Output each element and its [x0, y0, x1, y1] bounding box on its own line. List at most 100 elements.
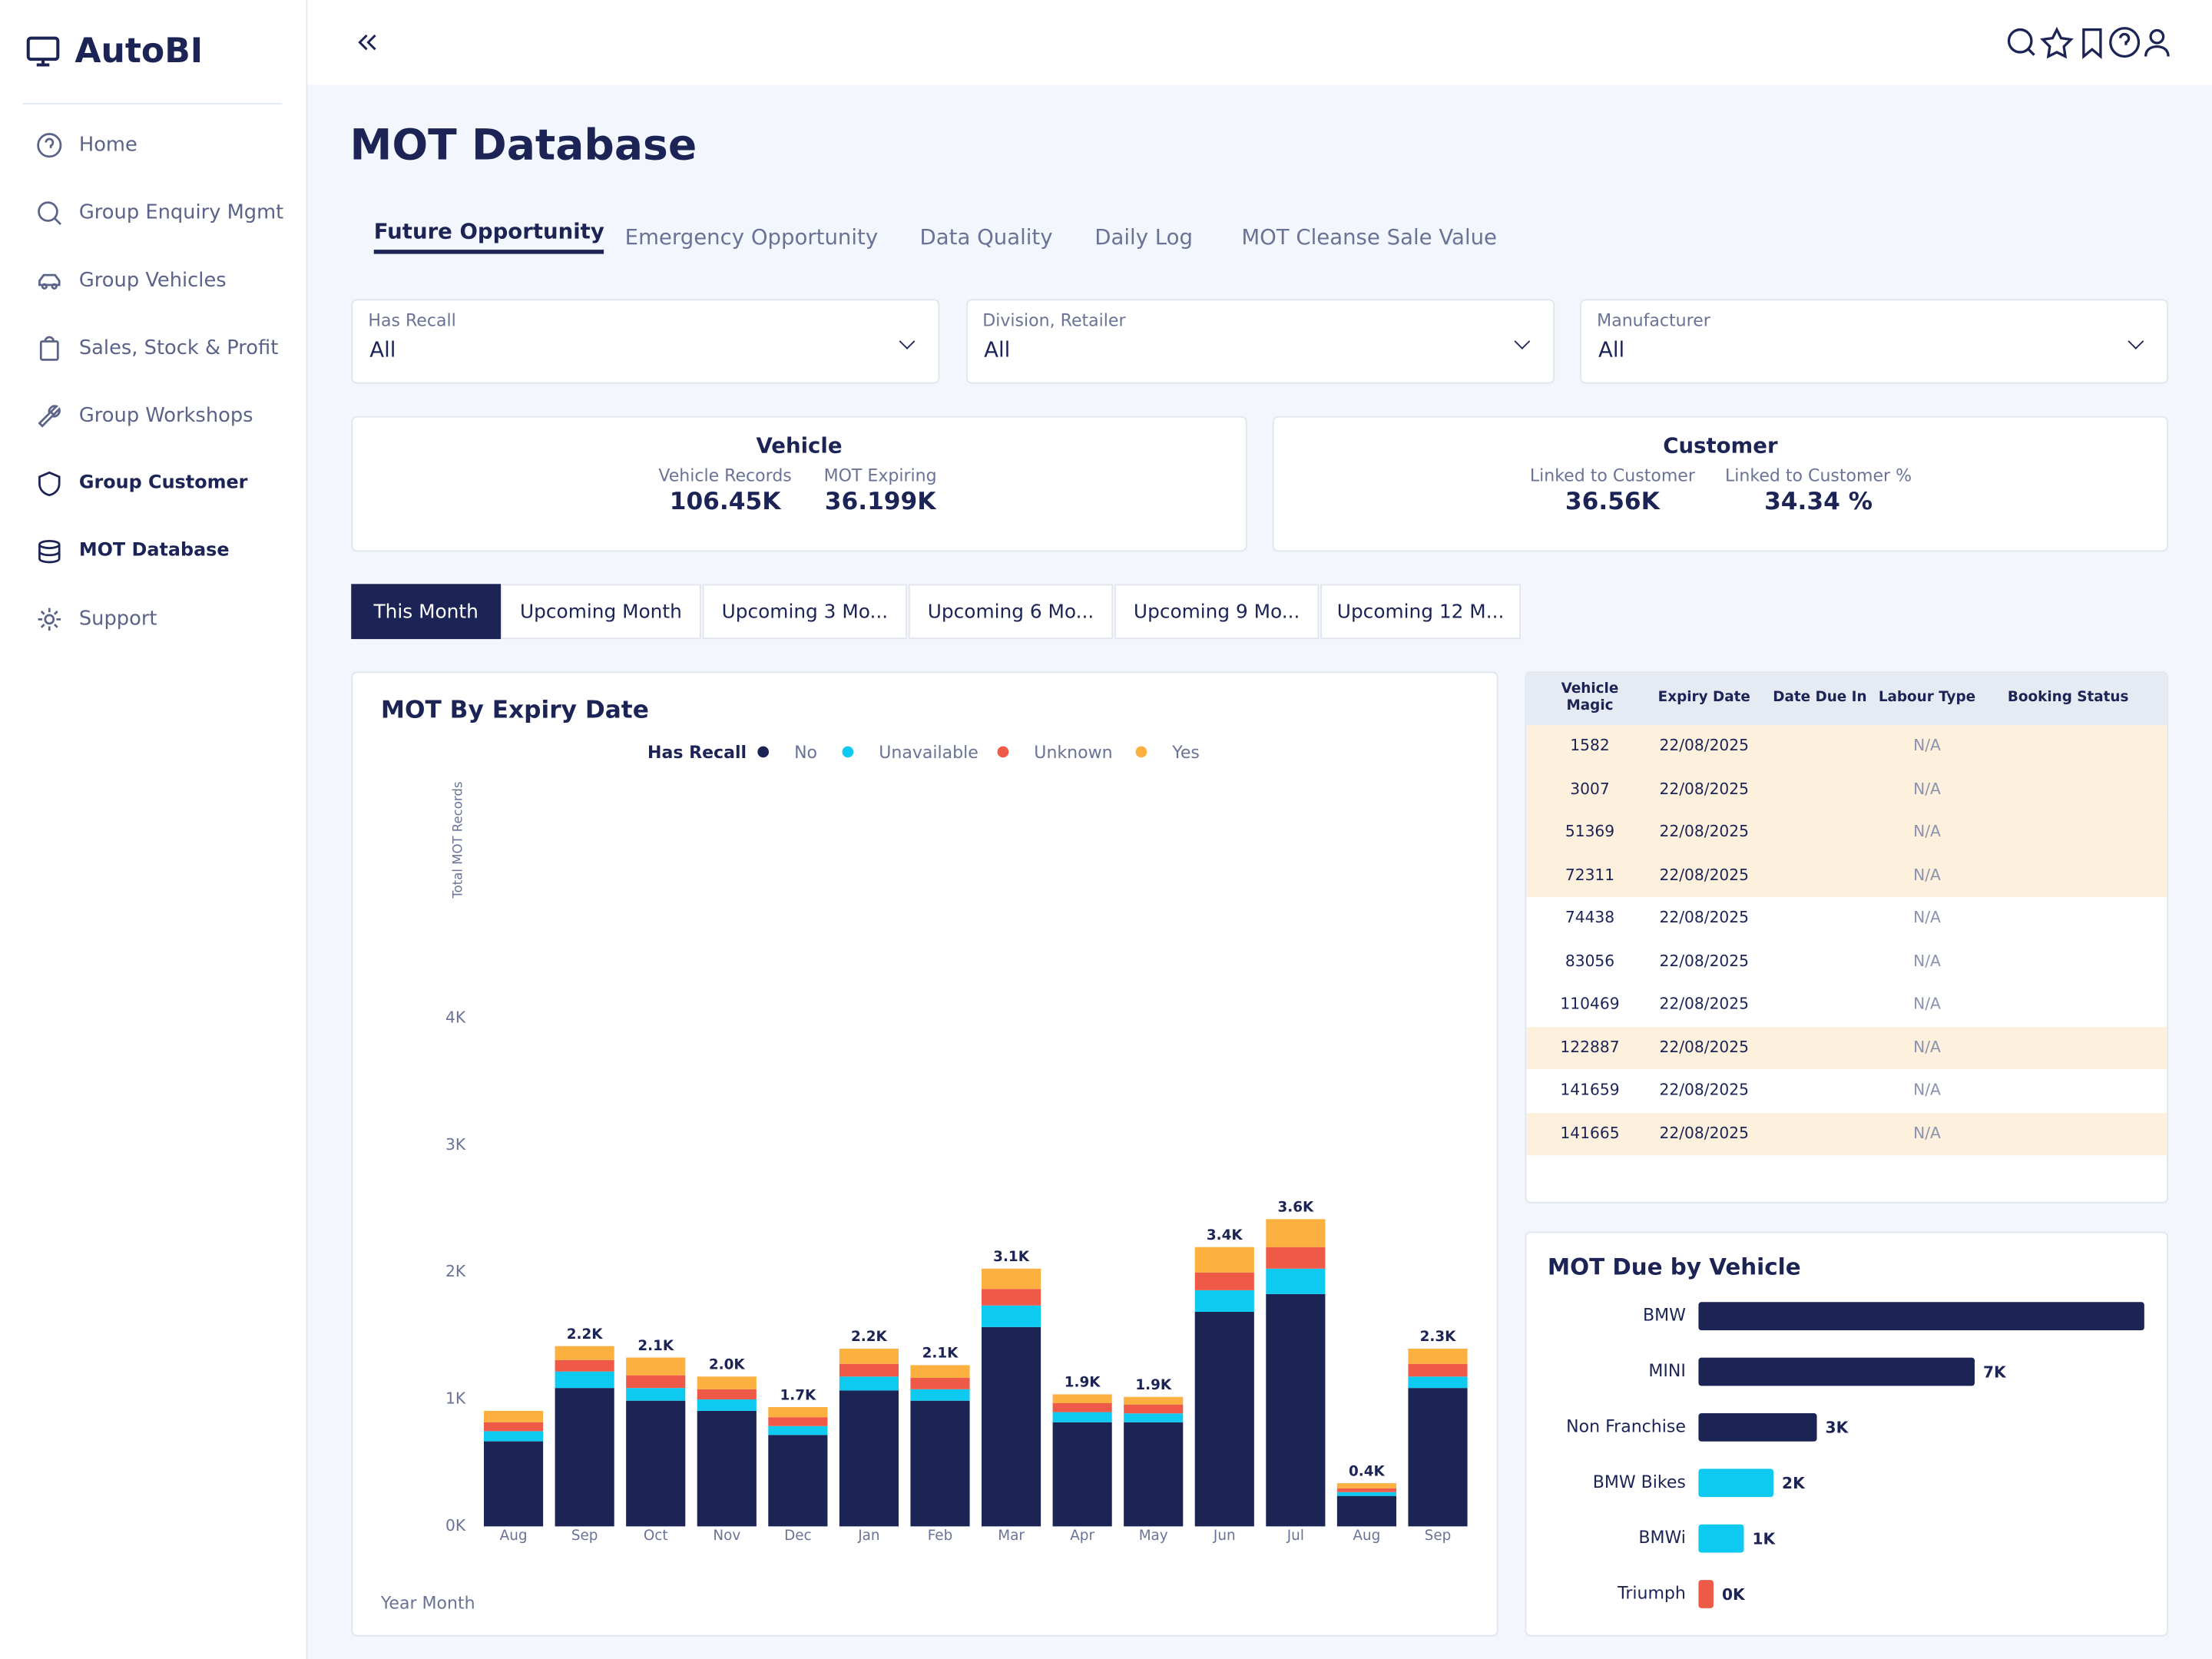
- nav-item[interactable]: Support: [78, 608, 157, 631]
- table-cell: 122887: [1560, 1037, 1620, 1056]
- x-axis-label: Year Month: [380, 1594, 475, 1613]
- bar-segment: [697, 1376, 757, 1389]
- period-button[interactable]: Upcoming Month: [501, 584, 701, 640]
- table-header: Booking Status: [2007, 690, 2129, 706]
- total-label: 2.0K: [709, 1357, 746, 1373]
- y-tick-label: MINI: [1648, 1362, 1685, 1381]
- kpi-card: [1272, 416, 2169, 552]
- bar-segment: [1124, 1396, 1184, 1405]
- table-cell: 22/08/2025: [1659, 951, 1750, 970]
- table-cell: 22/08/2025: [1659, 1123, 1750, 1142]
- bar-segment: [1052, 1403, 1112, 1412]
- bar-segment: [839, 1390, 899, 1527]
- period-button[interactable]: This Month: [351, 584, 502, 640]
- table-cell: 141665: [1560, 1123, 1620, 1142]
- nav-icon: [38, 471, 61, 497]
- x-tick-label: Nov: [713, 1528, 740, 1544]
- nav-item[interactable]: Group Workshops: [78, 405, 253, 428]
- table-cell: 22/08/2025: [1659, 908, 1750, 927]
- filter-box[interactable]: [1580, 299, 2169, 384]
- table-cell: 1582: [1570, 736, 1610, 755]
- bar-segment: [1194, 1311, 1254, 1527]
- nav-item[interactable]: Group Customer: [78, 472, 248, 494]
- bar-segment: [982, 1305, 1041, 1327]
- table-row: [1526, 725, 2167, 769]
- legend-label: Yes: [1171, 743, 1200, 763]
- tab[interactable]: Daily Log: [1094, 224, 1193, 250]
- legend-dot: [997, 746, 1009, 758]
- nav-icon: [39, 336, 59, 361]
- nav-item[interactable]: Home: [78, 134, 137, 157]
- bar-segment: [1336, 1483, 1397, 1488]
- filter-label: Manufacturer: [1597, 310, 1710, 330]
- nav-item[interactable]: Sales, Stock & Profit: [78, 336, 279, 360]
- table-row: [1526, 854, 2167, 898]
- period-button[interactable]: Upcoming 3 Mo...: [702, 584, 908, 640]
- tab[interactable]: Data Quality: [919, 224, 1053, 250]
- bar-segment: [484, 1410, 544, 1422]
- y-tick-label: Non Franchise: [1566, 1417, 1686, 1436]
- filter-box[interactable]: [965, 299, 1555, 384]
- bar: [1698, 1357, 1975, 1386]
- bar-segment: [1266, 1268, 1326, 1294]
- bar-segment: [1408, 1376, 1468, 1389]
- collapse-button[interactable]: [356, 31, 378, 53]
- nav-icon: [37, 133, 62, 158]
- bar-segment: [1124, 1413, 1184, 1422]
- nav-item[interactable]: Group Vehicles: [78, 269, 227, 293]
- toolbar-icons[interactable]: [2005, 25, 2174, 62]
- nav-item[interactable]: Group Enquiry Mgmt: [78, 201, 284, 225]
- filter-value: All: [984, 336, 1011, 363]
- kpi-value: 36.56K: [1565, 488, 1660, 517]
- bar: [1698, 1580, 1714, 1608]
- bar-segment: [982, 1268, 1041, 1290]
- nav-item[interactable]: MOT Database: [78, 540, 230, 562]
- period-button[interactable]: Upcoming 12 M...: [1320, 584, 1522, 640]
- bar-segment: [768, 1417, 828, 1426]
- bar-segment: [768, 1426, 828, 1435]
- tab[interactable]: Emergency Opportunity: [624, 224, 879, 250]
- chart-title: MOT Due by Vehicle: [1548, 1254, 1801, 1280]
- nav-icon: [38, 201, 61, 226]
- bar-segment: [1052, 1394, 1112, 1404]
- kpi-label: Linked to Customer: [1529, 465, 1695, 485]
- table-cell: 110469: [1560, 994, 1620, 1013]
- table-header-bg: [1526, 673, 2167, 727]
- legend-dot: [1135, 746, 1147, 758]
- table-row: [1526, 897, 2167, 941]
- total-label: 2.1K: [922, 1346, 959, 1362]
- legend-label: Unavailable: [879, 743, 979, 763]
- sidebar: AutoBI: [0, 0, 308, 1659]
- bar-segment: [555, 1359, 614, 1372]
- page-title: MOT Database: [349, 121, 697, 171]
- table-cell: 51369: [1565, 822, 1615, 841]
- x-tick-label: Feb: [928, 1528, 953, 1544]
- x-tick-label: Mar: [998, 1528, 1025, 1544]
- legend-title: Has Recall: [647, 743, 747, 763]
- divider: [22, 103, 283, 104]
- table-cell: N/A: [1913, 1037, 1941, 1056]
- bar-segment: [1408, 1363, 1468, 1377]
- nav-icon: [38, 273, 61, 290]
- bar-segment: [1336, 1488, 1397, 1492]
- period-button[interactable]: Upcoming 6 Mo...: [908, 584, 1114, 640]
- period-button[interactable]: Upcoming 9 Mo...: [1114, 584, 1320, 640]
- y-tick-label: BMW: [1643, 1306, 1686, 1326]
- bar-segment: [1336, 1495, 1397, 1527]
- chart-title: MOT By Expiry Date: [381, 697, 649, 724]
- bar-segment: [982, 1289, 1041, 1306]
- tab[interactable]: Future Opportunity: [373, 219, 604, 254]
- y-tick-label: 1K: [445, 1389, 466, 1408]
- y-tick-label: 0K: [445, 1516, 466, 1535]
- tab[interactable]: MOT Cleanse Sale Value: [1241, 224, 1498, 250]
- table-row: [1526, 983, 2167, 1027]
- filter-box[interactable]: [351, 299, 940, 384]
- table-cell: 22/08/2025: [1659, 994, 1750, 1013]
- bar-segment: [1408, 1348, 1468, 1364]
- table-cell: 22/08/2025: [1659, 1037, 1750, 1056]
- table-cell: 141659: [1560, 1080, 1620, 1099]
- y-tick-label: 3K: [445, 1135, 466, 1154]
- x-tick-label: May: [1139, 1528, 1168, 1544]
- table-cell: 74438: [1565, 908, 1615, 927]
